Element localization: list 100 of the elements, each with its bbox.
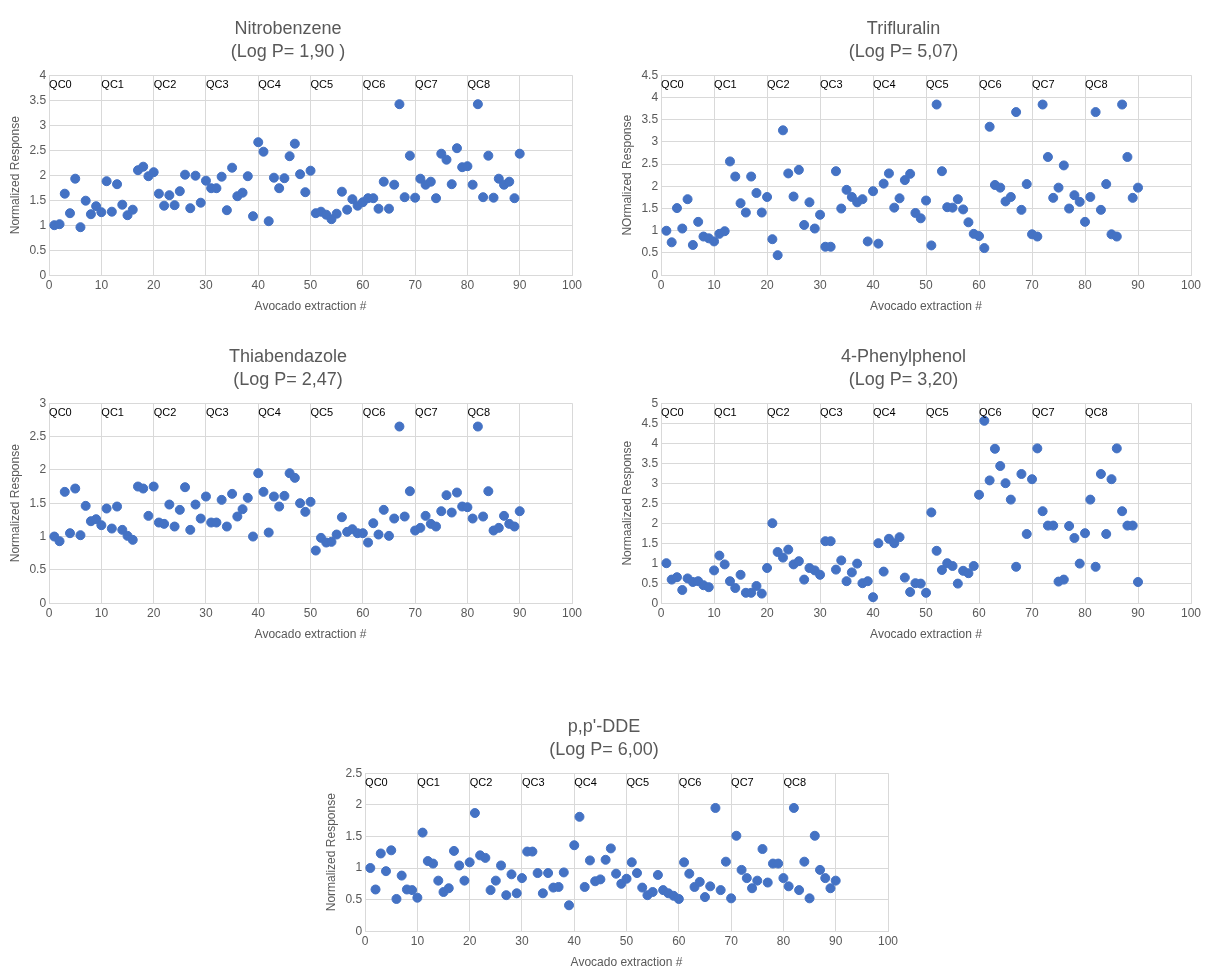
- annotation: QC3: [820, 78, 843, 91]
- annotation: QC2: [153, 406, 177, 419]
- x-tick-label: 30: [199, 277, 213, 292]
- x-tick-label: 40: [567, 933, 582, 948]
- x-tick-label: 70: [408, 277, 423, 292]
- x-tick-label: 50: [303, 277, 318, 292]
- y-tick-label: 1: [651, 223, 659, 238]
- x-tick-label: 20: [760, 277, 775, 292]
- x-tick-label: 70: [408, 605, 423, 620]
- x-tick-label: 50: [919, 605, 934, 620]
- x-tick-label: 90: [1131, 605, 1145, 620]
- annotation: QC5: [310, 406, 334, 419]
- y-tick-label: 3.5: [29, 92, 47, 107]
- x-tick-label: 40: [866, 605, 881, 620]
- y-tick-label: 0.5: [29, 562, 47, 577]
- x-tick-label: 60: [356, 605, 370, 620]
- y-tick-label: 0.5: [345, 891, 363, 906]
- y-tick-label: 1: [39, 217, 47, 232]
- x-tick-label: 100: [1180, 605, 1202, 620]
- x-axis-title: Avocado extraction #: [570, 955, 683, 970]
- chart-title: Trifluralin: [866, 17, 941, 38]
- y-axis-title: Normaalized Response: [619, 440, 634, 566]
- y-tick-label: 0: [651, 267, 659, 282]
- annotation: QC7: [415, 78, 438, 91]
- y-axis-title: Normalized Response: [323, 792, 338, 912]
- annotation: QC7: [731, 776, 754, 789]
- annotation: QC4: [258, 78, 281, 91]
- annotation: QC4: [873, 78, 896, 91]
- annotation: QC0: [661, 406, 684, 419]
- annotation: QC3: [205, 406, 229, 419]
- y-tick-label: 1.5: [29, 192, 47, 207]
- x-tick-label: 80: [460, 605, 475, 620]
- chart-subtitle: (Log P= 6,00): [549, 739, 659, 760]
- y-tick-label: 1.5: [641, 200, 659, 215]
- x-tick-label: 80: [1078, 277, 1093, 292]
- x-tick-label: 90: [513, 277, 527, 292]
- x-tick-label: 80: [1078, 605, 1093, 620]
- annotation: QC3: [521, 776, 545, 789]
- annotation: QC2: [469, 776, 493, 789]
- x-tick-label: 30: [515, 933, 529, 948]
- annotation: QC6: [678, 776, 702, 789]
- y-axis-title: Normalized Response: [7, 443, 22, 563]
- y-tick-label: 2: [651, 515, 659, 530]
- chart-subtitle: (Log P= 1,90 ): [230, 41, 346, 62]
- annotation: QC1: [101, 78, 124, 91]
- x-axis-title: Avocado extraction #: [870, 299, 983, 314]
- y-tick-label: 1: [39, 528, 47, 543]
- annotation: QC1: [714, 406, 737, 419]
- annotation: QC5: [310, 78, 334, 91]
- y-tick-label: 0.5: [641, 245, 659, 260]
- y-tick-label: 1: [651, 555, 659, 570]
- x-tick-label: 50: [919, 277, 934, 292]
- annotation: QC7: [415, 406, 438, 419]
- x-tick-label: 100: [561, 277, 583, 292]
- x-axis-title: Avocado extraction #: [254, 299, 367, 314]
- y-axis-title: Normalized Response: [7, 115, 22, 235]
- chart-subtitle: (Log P= 3,20): [848, 369, 959, 390]
- x-tick-label: 70: [724, 933, 739, 948]
- y-tick-label: 2: [39, 462, 47, 477]
- x-tick-label: 100: [1180, 277, 1202, 292]
- annotation: QC2: [767, 78, 790, 91]
- y-tick-label: 3: [651, 475, 659, 490]
- chart-title: Thiabendazole: [228, 345, 348, 366]
- x-tick-label: 60: [972, 277, 987, 292]
- y-tick-label: 3.5: [641, 111, 659, 126]
- annotation: QC8: [1085, 78, 1108, 91]
- y-tick-label: 0: [39, 267, 47, 282]
- x-tick-label: 90: [829, 933, 843, 948]
- x-tick-label: 20: [760, 605, 775, 620]
- y-tick-label: 2.5: [641, 156, 659, 171]
- annotation: QC0: [49, 78, 72, 91]
- y-axis-title: NOrmalized Response: [619, 114, 634, 236]
- x-tick-label: 50: [619, 933, 634, 948]
- y-tick-label: 1.5: [345, 828, 363, 843]
- y-tick-label: 0: [355, 923, 363, 938]
- x-tick-label: 40: [866, 277, 881, 292]
- y-tick-label: 4: [651, 435, 659, 450]
- x-tick-label: 10: [94, 605, 109, 620]
- x-tick-label: 100: [877, 933, 899, 948]
- y-tick-label: 3.5: [641, 455, 659, 470]
- y-tick-label: 1.5: [29, 495, 47, 510]
- annotation: QC6: [362, 406, 386, 419]
- y-tick-label: 2.5: [345, 765, 363, 780]
- x-tick-label: 10: [410, 933, 425, 948]
- x-tick-label: 30: [813, 277, 828, 292]
- y-tick-label: 4: [39, 67, 47, 82]
- annotation: QC4: [258, 406, 281, 419]
- x-tick-label: 50: [303, 605, 318, 620]
- x-tick-label: 40: [251, 605, 266, 620]
- x-tick-label: 30: [813, 605, 828, 620]
- x-tick-label: 80: [776, 933, 791, 948]
- y-tick-label: 2.5: [29, 142, 47, 157]
- x-tick-label: 90: [513, 605, 527, 620]
- y-tick-label: 2.5: [29, 428, 47, 443]
- y-tick-label: 4.5: [641, 67, 659, 82]
- x-tick-label: 30: [199, 605, 213, 620]
- chart-title: p,p'-DDE: [567, 715, 641, 736]
- x-tick-label: 20: [146, 605, 161, 620]
- x-tick-label: 20: [462, 933, 477, 948]
- y-tick-label: 1: [355, 860, 363, 875]
